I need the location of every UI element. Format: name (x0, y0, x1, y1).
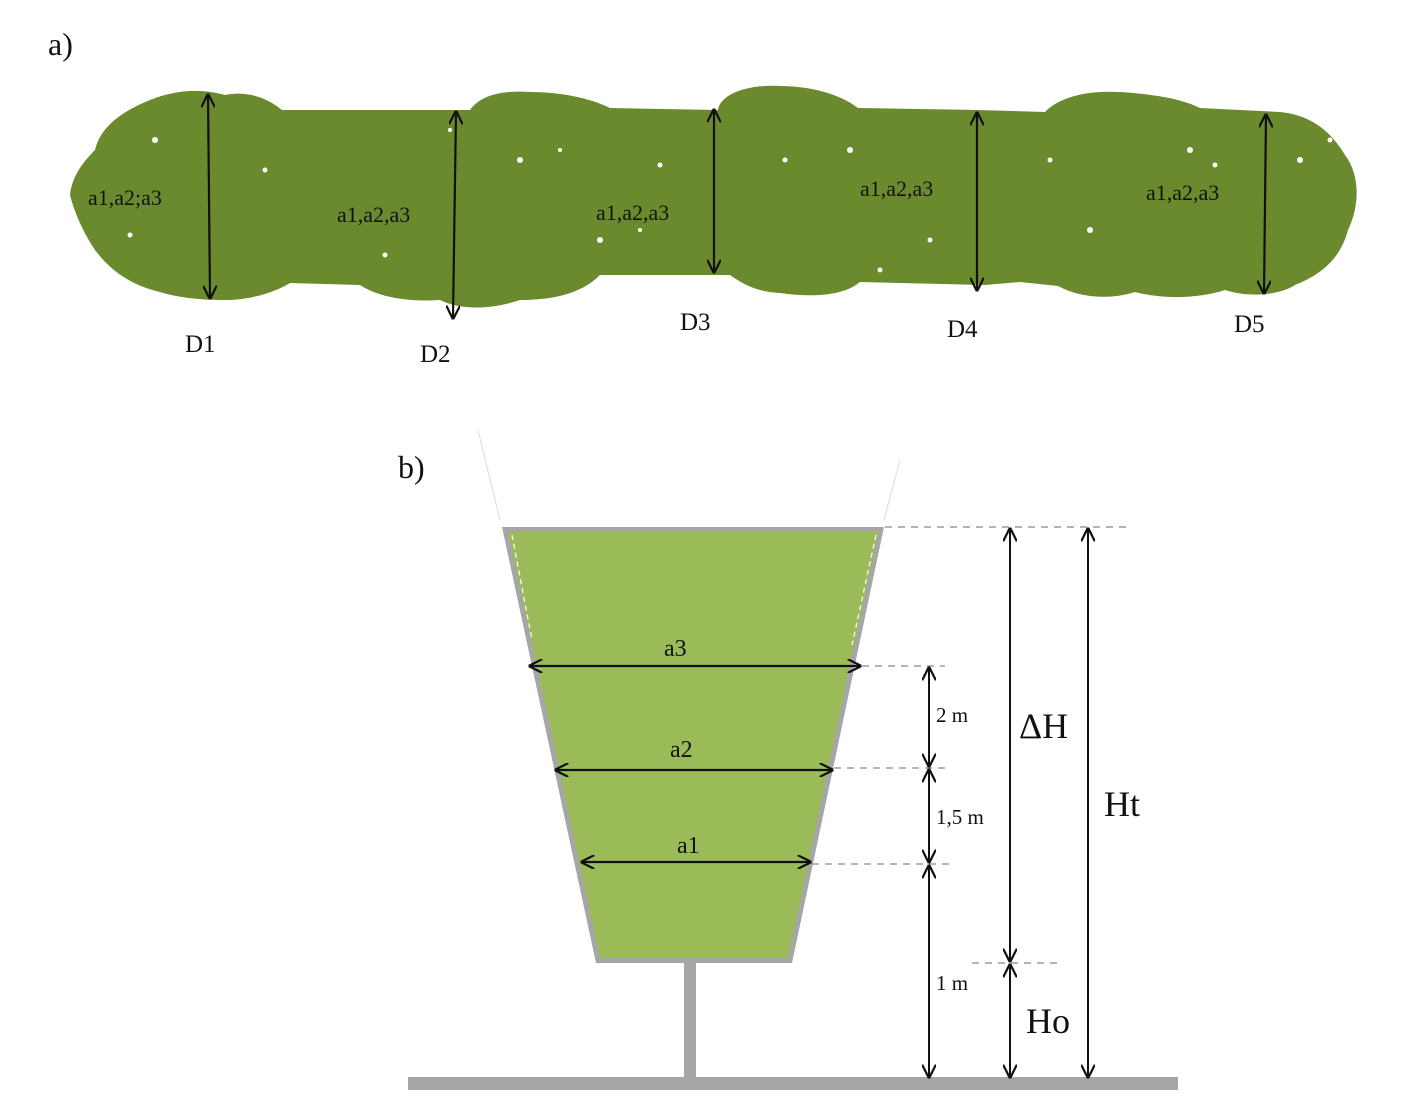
section-text-D2: a1,a2,a3 (337, 202, 410, 227)
reference-lines (812, 526, 1132, 964)
interval-label-bottom: 1 m (936, 971, 968, 995)
interval-label-top: 2 m (936, 703, 968, 727)
section-text-D5: a1,a2,a3 (1146, 180, 1219, 205)
width-a2: a2 (556, 737, 832, 770)
section-label-D3: D3 (680, 309, 711, 336)
width-label-a2: a2 (670, 737, 693, 763)
section-D5: a1,a2,a3 D5 (1146, 115, 1266, 338)
width-label-a1: a1 (677, 833, 700, 859)
width-arrow-D1 (208, 95, 210, 298)
section-text-D3: a1,a2,a3 (596, 200, 669, 225)
interval-mid: 1,5 m (929, 770, 984, 862)
trunk (684, 963, 696, 1081)
section-label-D1: D1 (185, 331, 216, 358)
section-label-D5: D5 (1234, 311, 1265, 338)
section-D4: a1,a2,a3 D4 (860, 113, 978, 343)
ground (408, 1077, 1178, 1090)
guide-line-right (883, 459, 901, 521)
width-arrow-D2 (453, 112, 456, 318)
height-total: Ht (1088, 529, 1140, 1077)
cross-section-fill (508, 532, 878, 958)
width-a1: a1 (582, 833, 810, 862)
section-D2: a1,a2,a3 D2 (337, 112, 456, 368)
section-D1: a1,a2;a3 D1 (88, 95, 216, 358)
interval-label-mid: 1,5 m (936, 805, 984, 829)
section-label-D2: D2 (420, 341, 451, 368)
edge-dash-right (851, 534, 877, 646)
foliage-gaps (127, 128, 1333, 273)
height-delta: ΔH (1010, 529, 1068, 961)
panel-b-label: b) (398, 449, 425, 485)
height-base: Ho (1010, 965, 1070, 1077)
interval-top: 2 m (929, 668, 968, 766)
width-arrow-D5 (1264, 115, 1266, 293)
hedge-cross-section (502, 527, 884, 963)
section-label-D4: D4 (947, 316, 978, 343)
guide-line-left (477, 429, 501, 521)
height-label-total: Ht (1104, 784, 1140, 824)
section-text-D4: a1,a2,a3 (860, 176, 933, 201)
height-label-delta: ΔH (1019, 706, 1068, 746)
section-D3: a1,a2,a3 D3 (596, 110, 714, 336)
width-a3: a3 (530, 636, 860, 666)
interval-bottom: 1 m (929, 866, 968, 1077)
height-label-base: Ho (1026, 1001, 1070, 1041)
width-label-a3: a3 (664, 636, 687, 662)
panel-a-label: a) (48, 26, 73, 62)
section-text-D1: a1,a2;a3 (88, 185, 162, 210)
